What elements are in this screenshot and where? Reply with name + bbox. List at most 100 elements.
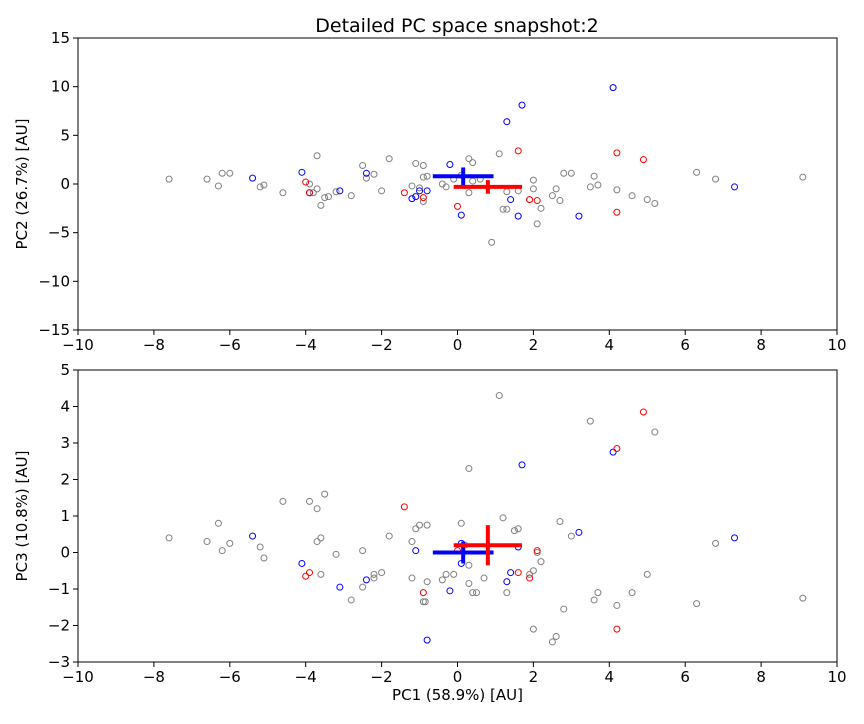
grey-point <box>313 538 321 546</box>
grey-point <box>385 532 393 540</box>
grey-point <box>712 539 720 547</box>
grey-point <box>165 175 173 183</box>
grey-point <box>165 534 173 542</box>
grey-point <box>332 188 340 196</box>
grey-point <box>317 534 325 542</box>
grey-point <box>526 570 534 578</box>
grey-point <box>643 570 651 578</box>
red-point <box>514 569 522 577</box>
grey-point <box>560 605 568 613</box>
x-tick-label: −8 <box>143 668 165 686</box>
red-point <box>400 503 408 511</box>
grey-point <box>347 192 355 200</box>
grey-point <box>533 549 541 556</box>
y-tick-label: 10 <box>51 78 70 96</box>
grey-point <box>799 594 807 602</box>
grey-point <box>651 428 659 436</box>
grey-point <box>256 543 264 551</box>
grey-point <box>799 173 807 181</box>
blue-point <box>362 169 370 177</box>
grey-point <box>533 220 541 228</box>
grey-point <box>586 183 594 191</box>
grey-point <box>499 514 507 522</box>
blue-point <box>518 461 526 469</box>
grey-point <box>469 177 477 185</box>
grey-point <box>465 465 473 473</box>
y-tick-label: −2 <box>48 617 70 635</box>
red-point <box>533 197 541 205</box>
grey-point <box>594 589 602 597</box>
x-tick-label: 2 <box>529 336 539 354</box>
grey-point <box>450 570 458 578</box>
y-tick-label: 5 <box>60 361 70 379</box>
x-tick-label: 0 <box>453 668 463 686</box>
grey-point <box>317 201 325 209</box>
red-point <box>419 589 427 597</box>
grey-point <box>203 538 211 546</box>
grey-point <box>499 205 507 213</box>
x-tick-label: −6 <box>219 668 241 686</box>
grey-point <box>529 567 537 575</box>
grey-point <box>260 554 268 562</box>
red-point <box>613 208 621 216</box>
grey-point <box>556 517 564 525</box>
blue-point <box>609 448 617 456</box>
grey-point <box>552 632 560 640</box>
grey-point <box>488 238 496 246</box>
x-tick-label: 8 <box>756 668 766 686</box>
grey-point <box>412 160 420 168</box>
grey-point <box>321 194 329 202</box>
grey-point <box>613 601 621 609</box>
grey-point <box>628 589 636 597</box>
grey-point <box>332 550 340 558</box>
red-point <box>419 194 427 202</box>
y-axis-label: PC2 (26.7%) [AU] <box>13 119 31 250</box>
blue-point <box>731 183 739 191</box>
red-point <box>302 572 310 580</box>
grey-point <box>416 184 424 192</box>
grey-point <box>457 519 465 527</box>
x-tick-label: −6 <box>219 336 241 354</box>
blue-point <box>298 559 306 567</box>
x-tick-label: 2 <box>529 668 539 686</box>
grey-point <box>423 578 431 586</box>
grey-point <box>359 162 367 170</box>
grey-point <box>465 580 473 588</box>
grey-point <box>378 187 386 195</box>
grey-point <box>495 392 503 400</box>
grey-point <box>305 180 313 188</box>
x-axis-label: PC1 (58.9%) [AU] <box>392 686 523 704</box>
grey-point <box>419 198 427 206</box>
grey-point <box>408 538 416 546</box>
figure-title: Detailed PC space snapshot:2 <box>315 15 598 37</box>
red-point <box>400 189 408 197</box>
red-point <box>613 625 621 633</box>
grey-point <box>590 596 598 604</box>
grey-point <box>503 188 511 196</box>
grey-point <box>423 521 431 529</box>
x-tick-label: 0 <box>453 336 463 354</box>
grey-point <box>313 505 321 513</box>
blue-point <box>503 578 511 586</box>
y-tick-label: −5 <box>48 224 70 242</box>
grey-point <box>510 527 518 535</box>
y-tick-label: −10 <box>38 272 70 290</box>
blue-point <box>249 532 257 540</box>
blue-point <box>518 101 526 109</box>
blue-point <box>514 212 522 220</box>
grey-point <box>560 169 568 177</box>
y-tick-label: 4 <box>60 398 70 416</box>
blue-point <box>336 187 344 195</box>
grey-point <box>529 625 537 633</box>
x-tick-label: −10 <box>62 668 94 686</box>
grey-point <box>419 173 427 181</box>
grey-point <box>465 561 473 569</box>
grey-point <box>537 558 545 566</box>
x-tick-label: −2 <box>371 336 393 354</box>
grey-point <box>321 490 329 498</box>
grey-point <box>347 596 355 604</box>
x-tick-label: 4 <box>605 336 615 354</box>
grey-point <box>419 162 427 170</box>
blue-point <box>575 212 583 220</box>
